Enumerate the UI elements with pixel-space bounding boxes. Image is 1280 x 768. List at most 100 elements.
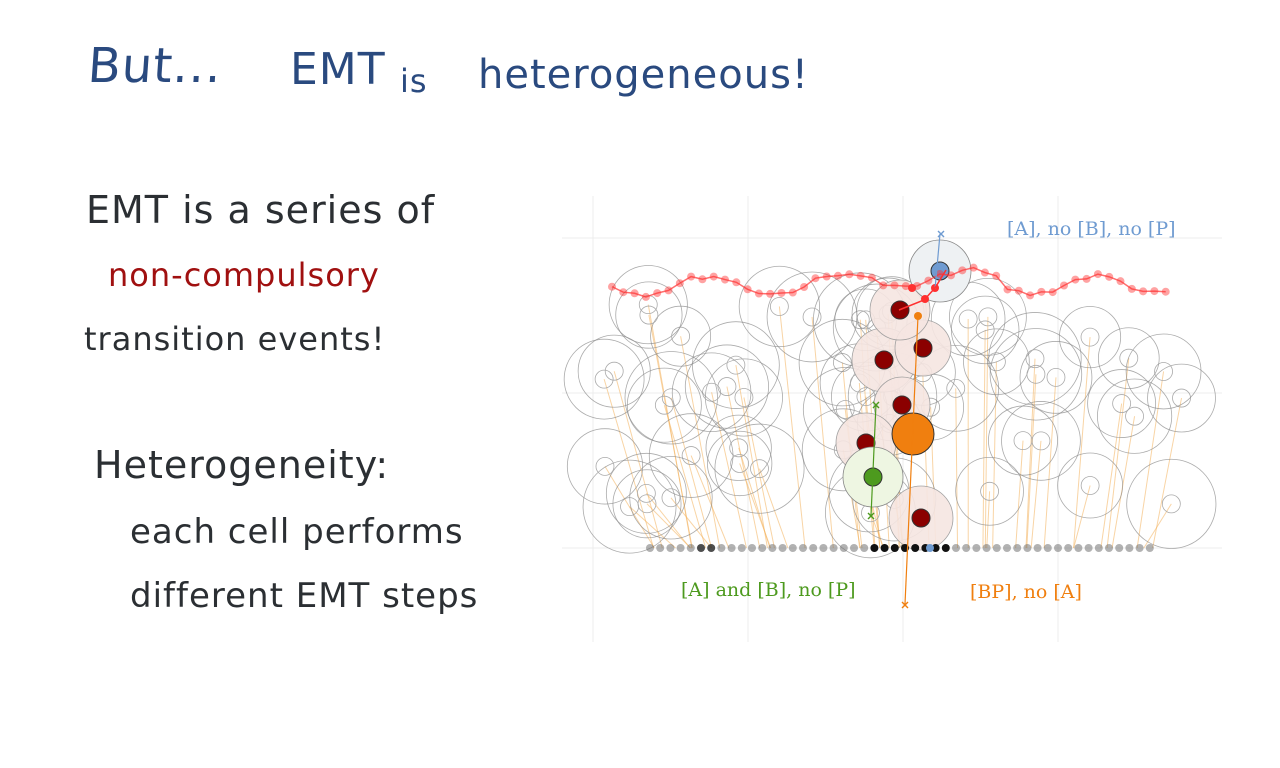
blue-path: [934, 233, 941, 290]
title-emt: EMT: [290, 44, 386, 95]
cell-stalk: [955, 388, 959, 549]
cell-nucleus: [729, 438, 749, 458]
cell-stalk: [711, 392, 747, 549]
cell-nucleus: [1112, 394, 1132, 413]
cell-stalk: [1143, 503, 1172, 549]
cell-nucleus: [654, 395, 674, 415]
baseline-dot: [1013, 544, 1022, 552]
cell-nucleus: [734, 388, 754, 407]
surface-dot-strong: [908, 284, 916, 292]
surface-dot: [890, 281, 899, 290]
cell-nucleus: [661, 388, 681, 408]
baseline-dot: [788, 544, 797, 552]
cell-outline: [705, 414, 772, 481]
cell-stalk: [1136, 371, 1165, 549]
cell-stalk: [739, 463, 772, 549]
surface-dot: [664, 286, 673, 295]
cell-stalk: [645, 493, 691, 549]
surface-dot: [1116, 277, 1125, 286]
baseline-dot: [686, 544, 695, 552]
cell-stalk: [982, 329, 986, 549]
cell-outline: [1125, 333, 1202, 410]
baseline-dot: [829, 544, 838, 552]
cell-outline: [615, 281, 683, 349]
cell-nucleus: [978, 307, 998, 327]
cell-nucleus: [987, 352, 1006, 372]
baseline-dot: [982, 544, 991, 552]
cell-nucleus: [835, 400, 855, 419]
cell-outline: [626, 367, 702, 443]
surface-dot: [879, 281, 888, 290]
cell-nucleus: [1080, 327, 1100, 347]
surface-dot: [641, 292, 650, 301]
cell-outline: [624, 351, 718, 445]
cell-stalk: [735, 365, 768, 549]
baseline-dot: [1043, 544, 1052, 552]
surface-dot: [992, 271, 1001, 280]
cell-outline: [988, 405, 1058, 476]
cell-outline: [989, 328, 1083, 421]
cell-outline: [714, 423, 805, 514]
surface-dot: [947, 271, 955, 280]
surface-dot: [687, 272, 696, 281]
surface-dot: [766, 289, 775, 298]
baseline-dot: [727, 544, 736, 552]
cell-outline: [955, 457, 1024, 526]
text-line-1: EMT is a series of: [86, 188, 436, 232]
surface-dot: [608, 282, 616, 291]
cell-stalk: [811, 316, 834, 549]
cell-outline: [671, 352, 752, 432]
baseline-dot: [737, 544, 746, 552]
cell-outline: [1001, 401, 1081, 481]
baseline-dot: [768, 544, 777, 552]
surface-dot: [969, 263, 978, 272]
surface-dot: [732, 278, 741, 287]
surface-line: [611, 266, 1166, 298]
cell-nucleus: [726, 355, 746, 375]
surface-dot: [1105, 272, 1114, 281]
cell-stalk: [1026, 374, 1037, 549]
cell-stalk: [648, 314, 693, 549]
cell-outline: [566, 428, 644, 505]
cell-outline: [950, 295, 1020, 365]
cell-nucleus: [636, 483, 656, 503]
cell-stalk: [604, 466, 655, 549]
cell-outline: [608, 265, 688, 345]
cell-outline: [1058, 306, 1122, 369]
baseline-dot: [1054, 544, 1062, 552]
cell-nucleus: [1119, 348, 1139, 368]
cell-stalk: [670, 497, 712, 549]
cell-stalk: [1015, 440, 1024, 549]
baseline-dot: [758, 544, 767, 552]
surface-dot: [856, 271, 865, 280]
baseline-dot: [1064, 544, 1073, 552]
cell-stalk: [629, 506, 676, 549]
baseline-dot: [962, 544, 971, 552]
cell-nucleus: [604, 361, 624, 381]
green-cross-marker: [867, 512, 875, 520]
cell-stalk: [726, 386, 761, 549]
surface-dot: [754, 289, 763, 298]
text-line-5: each cell performs: [130, 512, 464, 552]
baseline-dot: [992, 544, 1001, 552]
cell-nucleus: [681, 446, 701, 465]
surface-dot: [698, 275, 707, 284]
cell-outline: [963, 328, 1030, 396]
cell-nucleus: [1154, 362, 1173, 381]
cell-nucleus: [946, 378, 966, 398]
darkred-nucleus: [911, 508, 931, 528]
cell-nucleus: [958, 309, 978, 329]
cell-nucleus: [1026, 364, 1046, 384]
cell-outline: [738, 265, 820, 348]
cell-nucleus: [1080, 476, 1100, 495]
cell-nucleus: [639, 305, 659, 325]
cell-outline: [1087, 369, 1157, 438]
surface-dot: [834, 271, 842, 280]
darkred-nucleus: [913, 338, 933, 358]
cell-nucleus: [975, 320, 995, 340]
cell-nucleus: [595, 456, 615, 476]
baseline-dot: [839, 544, 848, 552]
cell-outline: [1147, 363, 1216, 433]
baseline-dot: [1074, 544, 1083, 552]
